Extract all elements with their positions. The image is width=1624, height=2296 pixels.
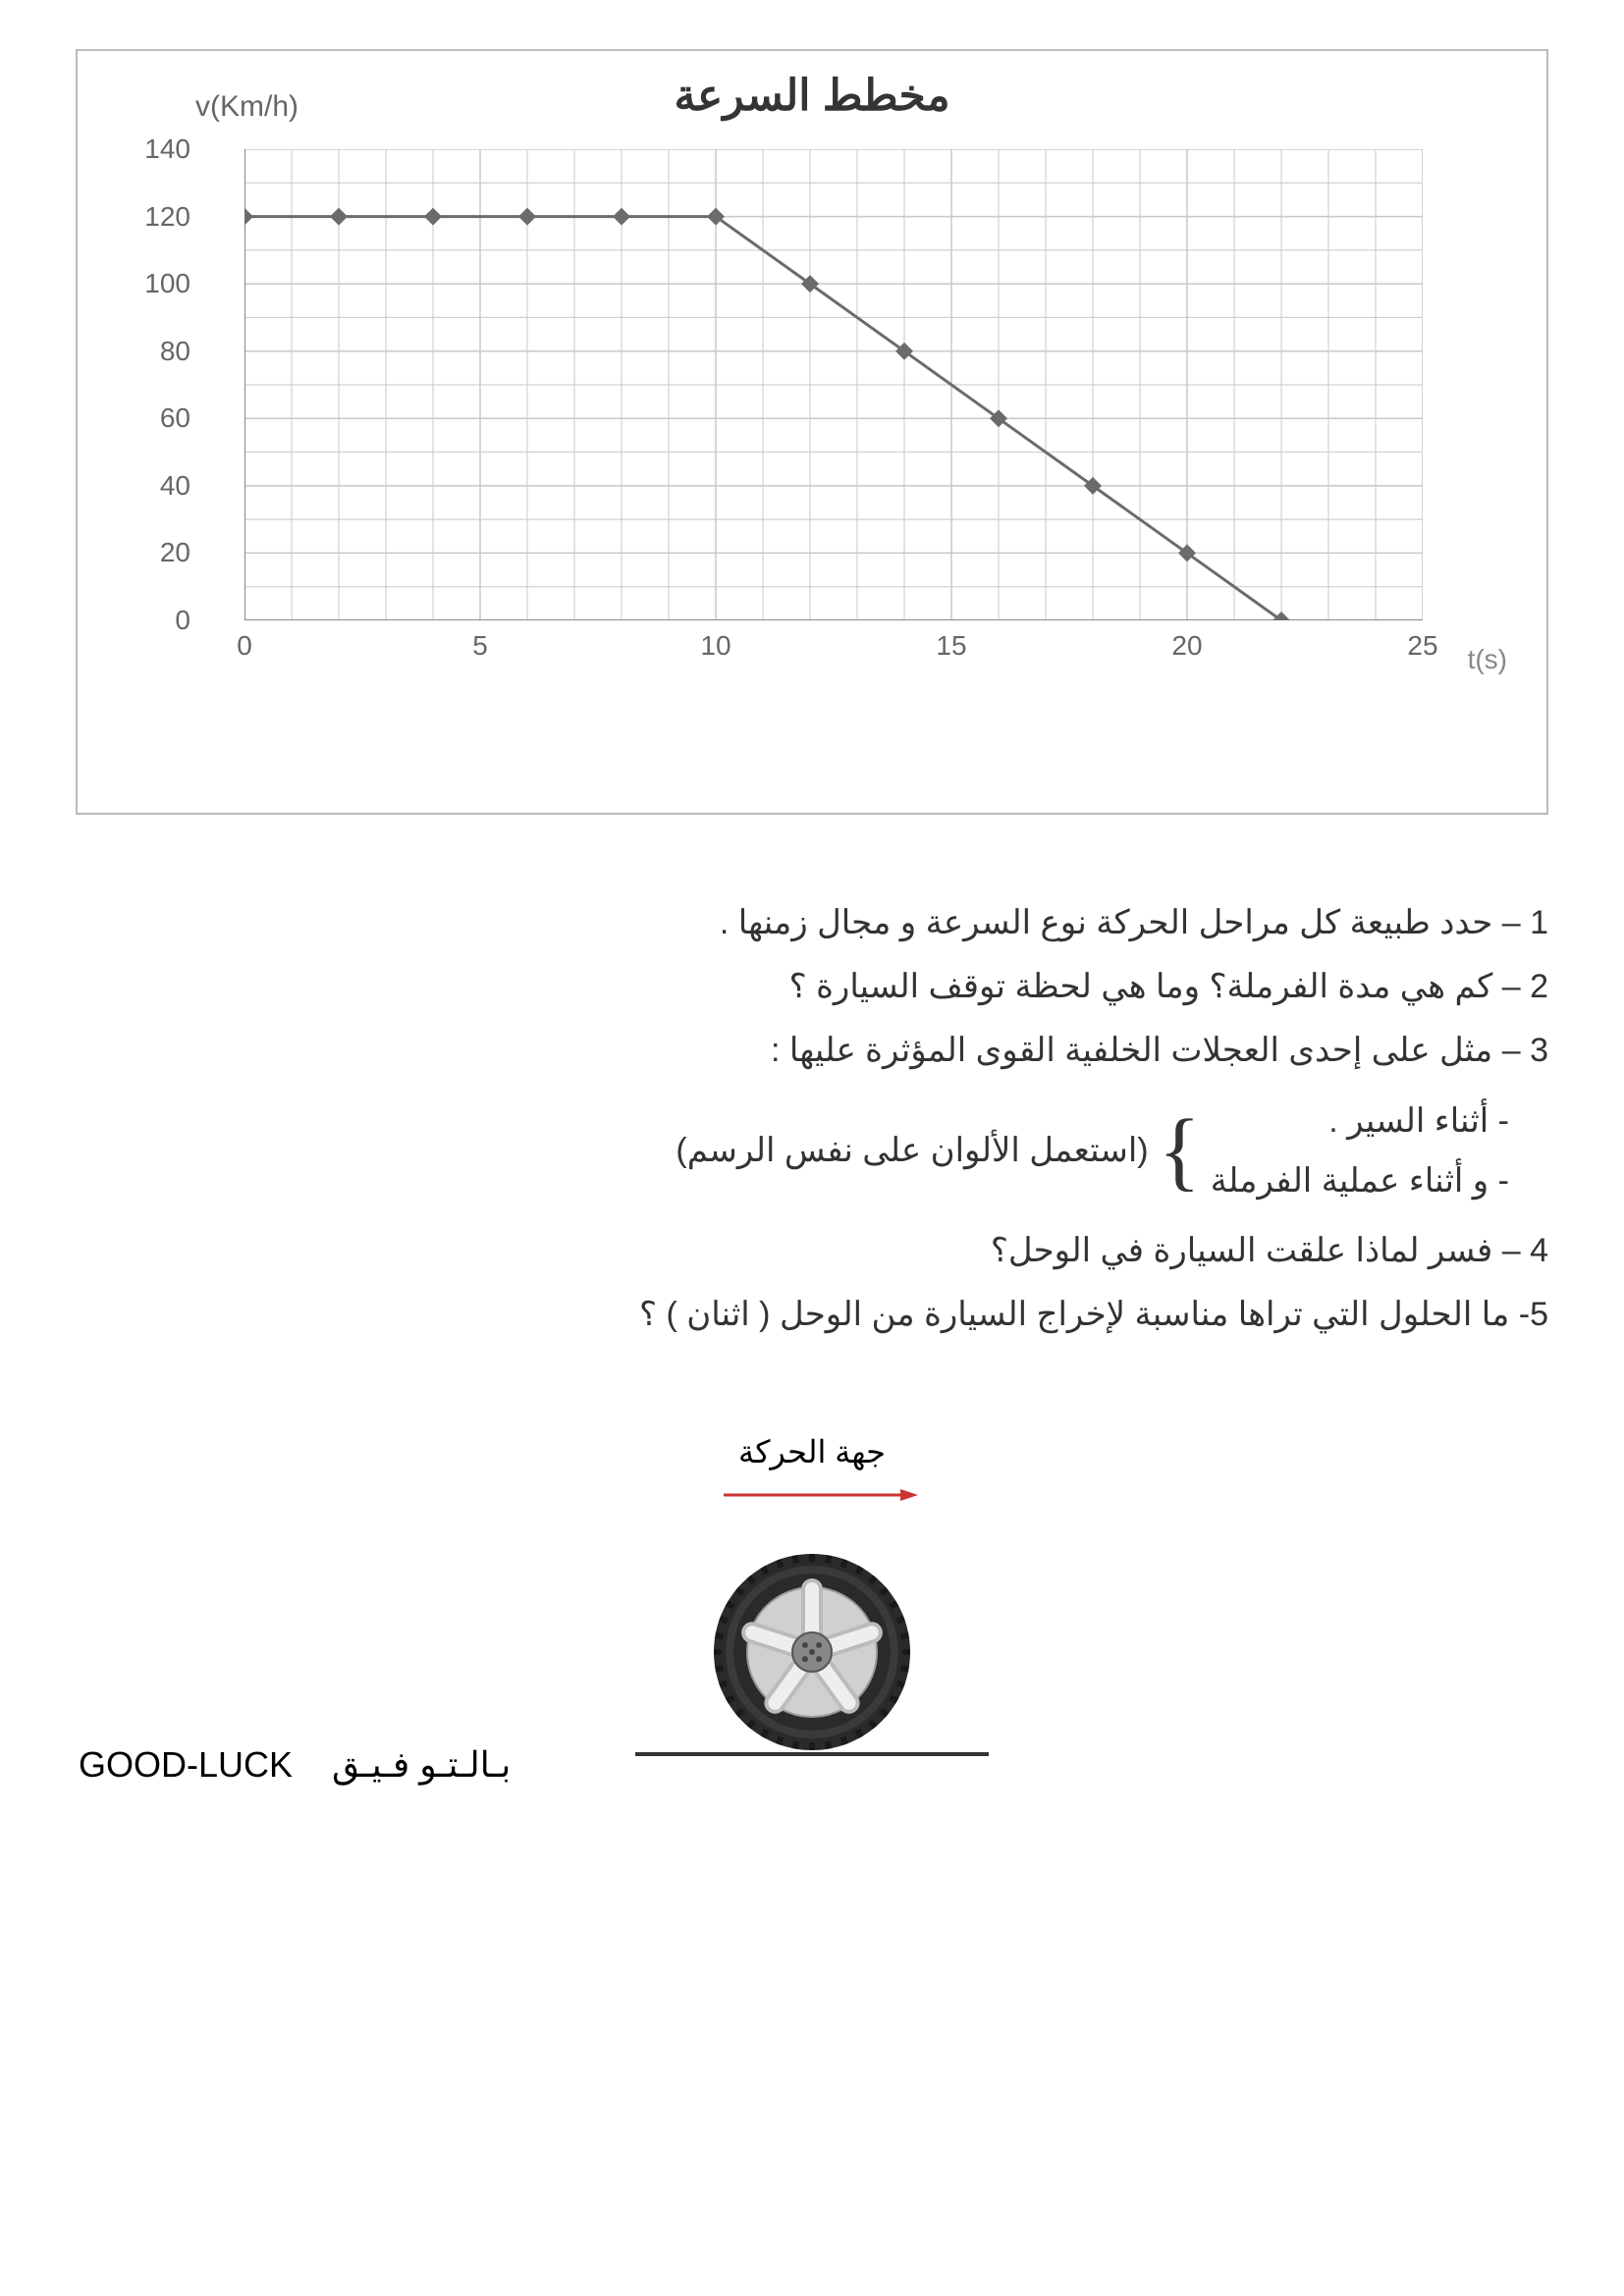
- footer-en: GOOD-LUCK: [79, 1744, 293, 1785]
- brace-icon: }: [1159, 1129, 1201, 1173]
- question-4: 4 – فسر لماذا علقت السيارة في الوحل؟: [76, 1221, 1548, 1281]
- y-tick-label: 60: [160, 402, 190, 434]
- y-tick-label: 140: [144, 133, 190, 165]
- y-axis-label: v(Km/h): [195, 90, 298, 124]
- x-tick-label: 25: [1407, 630, 1437, 662]
- direction-label: جهة الحركة: [49, 1433, 1575, 1470]
- questions-block: 1 – حدد طبيعة كل مراحل الحركة نوع السرعة…: [76, 893, 1548, 1345]
- y-tick-label: 80: [160, 336, 190, 367]
- wheel-svg: [606, 1475, 1018, 1799]
- question-2: 2 – كم هي مدة الفرملة؟ وما هي لحظة توقف …: [76, 957, 1548, 1017]
- question-3-sub2: - و أثناء عملية الفرملة: [1211, 1151, 1509, 1211]
- x-tick-label: 0: [237, 630, 252, 662]
- footer-ar: بـالـتـو فـيـق: [332, 1744, 511, 1785]
- question-5: 5- ما الحلول التي تراها مناسبة لإخراج ال…: [76, 1285, 1548, 1345]
- y-tick-label: 20: [160, 537, 190, 568]
- page: مخطط السرعة v(Km/h) t(s) 020406080100120…: [0, 0, 1624, 2296]
- question-3: 3 – مثل على إحدى العجلات الخلفية القوى ا…: [76, 1021, 1548, 1081]
- chart-svg: [244, 149, 1423, 620]
- y-tick-label: 40: [160, 470, 190, 502]
- question-3-sublist: - أثناء السير . - و أثناء عملية الفرملة: [1211, 1092, 1509, 1211]
- x-tick-label: 20: [1171, 630, 1202, 662]
- x-tick-label: 10: [700, 630, 731, 662]
- question-1: 1 – حدد طبيعة كل مراحل الحركة نوع السرعة…: [76, 893, 1548, 953]
- y-tick-label: 0: [175, 605, 190, 636]
- question-3-sub1: - أثناء السير .: [1211, 1092, 1509, 1151]
- chart-frame: مخطط السرعة v(Km/h) t(s) 020406080100120…: [76, 49, 1548, 815]
- x-tick-label: 5: [472, 630, 488, 662]
- question-3-subitems: - أثناء السير . - و أثناء عملية الفرملة …: [76, 1092, 1548, 1211]
- x-axis-label: t(s): [1468, 644, 1507, 675]
- plot-area: [244, 149, 1423, 620]
- footer: بـالـتـو فـيـق GOOD-LUCK: [79, 1744, 511, 1786]
- question-3-note: (استعمل الألوان على نفس الرسم): [676, 1121, 1148, 1181]
- y-tick-label: 120: [144, 201, 190, 233]
- y-tick-label: 100: [144, 268, 190, 299]
- x-tick-label: 15: [936, 630, 966, 662]
